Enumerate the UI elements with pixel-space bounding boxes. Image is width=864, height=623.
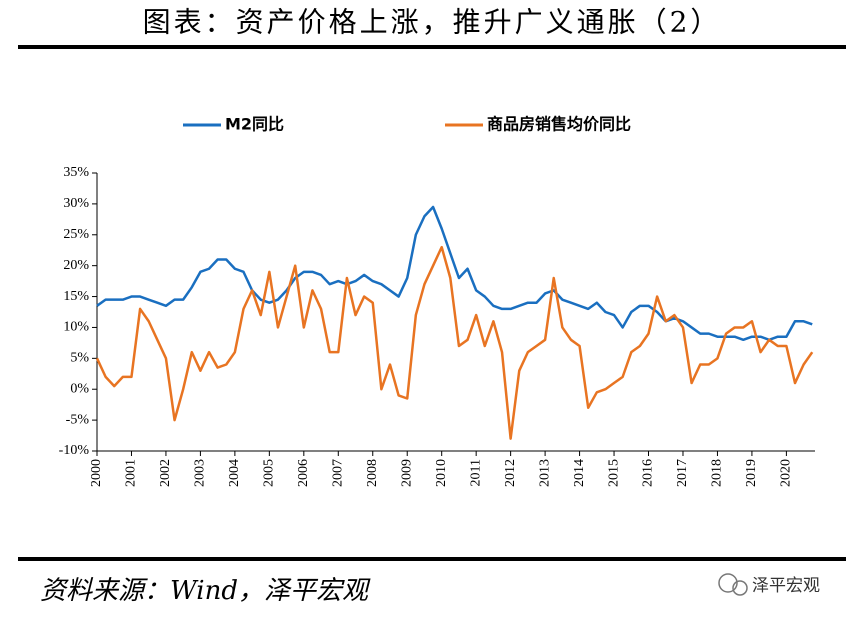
x-tick-label: 2010 bbox=[434, 459, 449, 487]
x-tick-label: 2019 bbox=[744, 459, 759, 487]
y-tick-label: 20% bbox=[63, 258, 89, 273]
x-tick-label: 2004 bbox=[227, 459, 242, 487]
x-tick-label: 2020 bbox=[779, 459, 794, 487]
x-tick-label: 2009 bbox=[399, 459, 414, 487]
x-tick-label: 2014 bbox=[572, 459, 587, 487]
y-tick-label: -10% bbox=[59, 443, 90, 458]
footer-rule bbox=[18, 557, 846, 561]
x-tick-label: 2001 bbox=[124, 459, 139, 487]
x-tick-label: 2012 bbox=[503, 459, 518, 487]
x-tick-label: 2006 bbox=[296, 459, 311, 487]
y-tick-label: 5% bbox=[70, 351, 89, 366]
x-tick-label: 2016 bbox=[641, 459, 656, 487]
x-tick-label: 2002 bbox=[158, 459, 173, 487]
series-line bbox=[96, 205, 813, 342]
legend: M2同比 商品房销售均价同比 bbox=[183, 115, 631, 134]
title-rule bbox=[18, 45, 846, 49]
x-tick-label: 2005 bbox=[262, 459, 277, 487]
source-note: 资料来源：Wind，泽平宏观 bbox=[40, 576, 371, 606]
x-tick-label: 2013 bbox=[537, 459, 552, 487]
legend-label: M2同比 bbox=[225, 115, 284, 134]
x-tick-label: 2015 bbox=[606, 459, 621, 487]
x-tick-label: 2008 bbox=[365, 459, 380, 487]
y-tick-label: -5% bbox=[66, 412, 90, 427]
x-tick-label: 2018 bbox=[710, 459, 725, 487]
y-tick-label: 0% bbox=[70, 381, 89, 396]
x-tick-label: 2007 bbox=[331, 459, 346, 487]
x-tick-label: 2000 bbox=[89, 459, 104, 487]
y-tick-label: 25% bbox=[63, 227, 89, 242]
x-tick-label: 2003 bbox=[193, 459, 208, 487]
y-tick-label: 35% bbox=[63, 165, 89, 180]
legend-label: 商品房销售均价同比 bbox=[487, 115, 631, 134]
series-line bbox=[95, 245, 814, 440]
watermark: 泽平宏观 bbox=[752, 576, 820, 596]
chart-title: 图表：资产价格上涨，推升广义通胀（2） bbox=[143, 6, 722, 39]
x-tick-label: 2011 bbox=[468, 459, 483, 486]
x-tick-label: 2017 bbox=[675, 459, 690, 487]
watermark-icon bbox=[718, 573, 748, 596]
y-tick-label: 15% bbox=[63, 289, 89, 304]
y-tick-label: 10% bbox=[63, 320, 89, 335]
y-tick-label: 30% bbox=[63, 196, 89, 211]
